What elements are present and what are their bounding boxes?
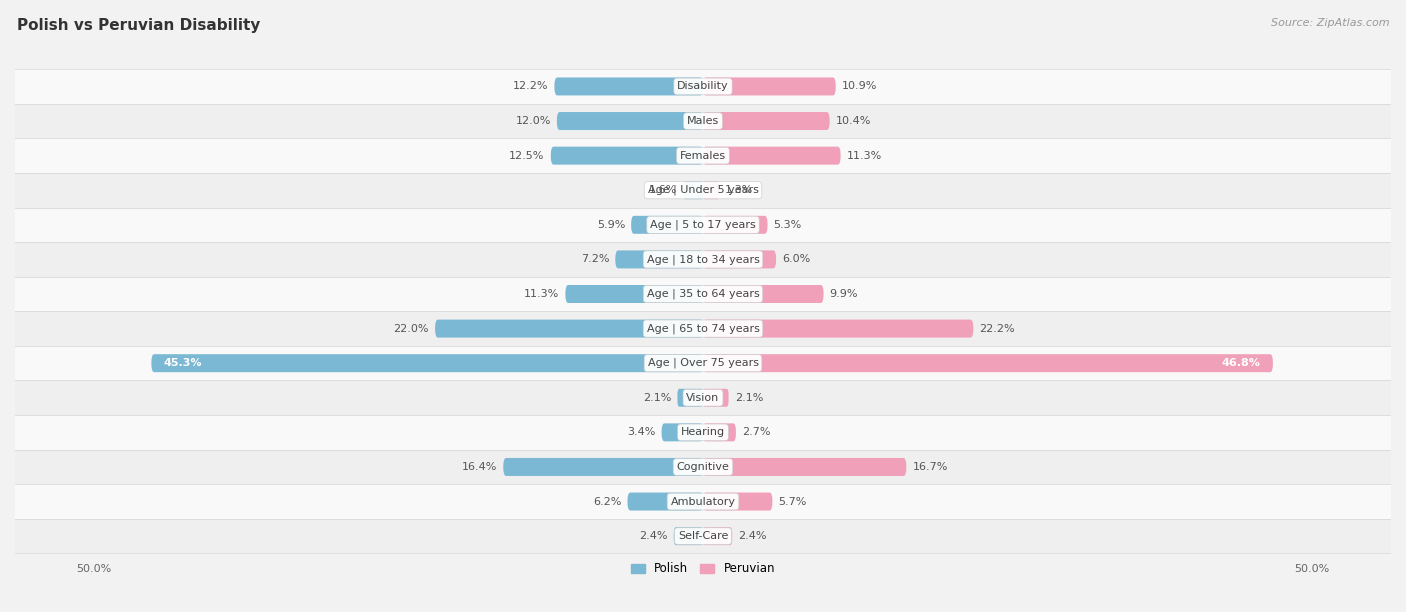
Text: Hearing: Hearing bbox=[681, 427, 725, 438]
Text: 16.7%: 16.7% bbox=[912, 462, 948, 472]
Text: 7.2%: 7.2% bbox=[581, 255, 609, 264]
Text: 10.9%: 10.9% bbox=[842, 81, 877, 91]
FancyBboxPatch shape bbox=[3, 484, 1403, 519]
FancyBboxPatch shape bbox=[703, 319, 973, 338]
FancyBboxPatch shape bbox=[703, 354, 1272, 372]
Text: 2.7%: 2.7% bbox=[742, 427, 770, 438]
Text: 5.3%: 5.3% bbox=[773, 220, 801, 230]
Text: 2.1%: 2.1% bbox=[735, 393, 763, 403]
FancyBboxPatch shape bbox=[3, 69, 1403, 104]
FancyBboxPatch shape bbox=[3, 207, 1403, 242]
FancyBboxPatch shape bbox=[703, 527, 733, 545]
Text: 45.3%: 45.3% bbox=[163, 358, 202, 368]
FancyBboxPatch shape bbox=[565, 285, 703, 303]
FancyBboxPatch shape bbox=[3, 242, 1403, 277]
Text: 9.9%: 9.9% bbox=[830, 289, 858, 299]
Text: 5.7%: 5.7% bbox=[779, 496, 807, 507]
FancyBboxPatch shape bbox=[3, 415, 1403, 450]
FancyBboxPatch shape bbox=[703, 216, 768, 234]
FancyBboxPatch shape bbox=[683, 181, 703, 200]
FancyBboxPatch shape bbox=[703, 458, 907, 476]
Text: 12.5%: 12.5% bbox=[509, 151, 544, 160]
Text: Source: ZipAtlas.com: Source: ZipAtlas.com bbox=[1271, 18, 1389, 28]
Text: Age | 18 to 34 years: Age | 18 to 34 years bbox=[647, 254, 759, 264]
Text: 1.3%: 1.3% bbox=[725, 185, 754, 195]
FancyBboxPatch shape bbox=[631, 216, 703, 234]
FancyBboxPatch shape bbox=[434, 319, 703, 338]
Text: 2.1%: 2.1% bbox=[643, 393, 671, 403]
Text: Cognitive: Cognitive bbox=[676, 462, 730, 472]
FancyBboxPatch shape bbox=[703, 112, 830, 130]
FancyBboxPatch shape bbox=[703, 250, 776, 269]
FancyBboxPatch shape bbox=[703, 424, 735, 441]
Text: 22.0%: 22.0% bbox=[394, 324, 429, 334]
Text: Age | Over 75 years: Age | Over 75 years bbox=[648, 358, 758, 368]
FancyBboxPatch shape bbox=[3, 381, 1403, 415]
FancyBboxPatch shape bbox=[662, 424, 703, 441]
Text: 22.2%: 22.2% bbox=[980, 324, 1015, 334]
Text: 12.0%: 12.0% bbox=[516, 116, 551, 126]
Text: Males: Males bbox=[688, 116, 718, 126]
FancyBboxPatch shape bbox=[703, 78, 835, 95]
FancyBboxPatch shape bbox=[678, 389, 703, 407]
FancyBboxPatch shape bbox=[551, 147, 703, 165]
Text: 12.2%: 12.2% bbox=[513, 81, 548, 91]
FancyBboxPatch shape bbox=[152, 354, 703, 372]
Text: Age | 35 to 64 years: Age | 35 to 64 years bbox=[647, 289, 759, 299]
Text: 2.4%: 2.4% bbox=[640, 531, 668, 541]
Text: 1.6%: 1.6% bbox=[650, 185, 678, 195]
Text: 2.4%: 2.4% bbox=[738, 531, 766, 541]
Text: Disability: Disability bbox=[678, 81, 728, 91]
FancyBboxPatch shape bbox=[627, 493, 703, 510]
FancyBboxPatch shape bbox=[554, 78, 703, 95]
FancyBboxPatch shape bbox=[557, 112, 703, 130]
Text: 11.3%: 11.3% bbox=[524, 289, 560, 299]
FancyBboxPatch shape bbox=[673, 527, 703, 545]
FancyBboxPatch shape bbox=[3, 519, 1403, 553]
FancyBboxPatch shape bbox=[3, 312, 1403, 346]
Text: 3.4%: 3.4% bbox=[627, 427, 655, 438]
Text: Ambulatory: Ambulatory bbox=[671, 496, 735, 507]
Text: Females: Females bbox=[681, 151, 725, 160]
FancyBboxPatch shape bbox=[3, 138, 1403, 173]
FancyBboxPatch shape bbox=[616, 250, 703, 269]
Text: 46.8%: 46.8% bbox=[1222, 358, 1261, 368]
Legend: Polish, Peruvian: Polish, Peruvian bbox=[626, 558, 780, 580]
FancyBboxPatch shape bbox=[503, 458, 703, 476]
Text: 5.9%: 5.9% bbox=[596, 220, 626, 230]
Text: Age | 5 to 17 years: Age | 5 to 17 years bbox=[650, 220, 756, 230]
FancyBboxPatch shape bbox=[703, 493, 772, 510]
Text: 6.0%: 6.0% bbox=[782, 255, 810, 264]
FancyBboxPatch shape bbox=[3, 277, 1403, 312]
Text: Age | 65 to 74 years: Age | 65 to 74 years bbox=[647, 323, 759, 334]
Text: 11.3%: 11.3% bbox=[846, 151, 882, 160]
FancyBboxPatch shape bbox=[3, 104, 1403, 138]
FancyBboxPatch shape bbox=[703, 389, 728, 407]
FancyBboxPatch shape bbox=[703, 181, 718, 200]
Text: 16.4%: 16.4% bbox=[461, 462, 498, 472]
FancyBboxPatch shape bbox=[703, 285, 824, 303]
Text: Self-Care: Self-Care bbox=[678, 531, 728, 541]
Text: 6.2%: 6.2% bbox=[593, 496, 621, 507]
FancyBboxPatch shape bbox=[3, 450, 1403, 484]
Text: Polish vs Peruvian Disability: Polish vs Peruvian Disability bbox=[17, 18, 260, 34]
Text: 10.4%: 10.4% bbox=[835, 116, 872, 126]
Text: Vision: Vision bbox=[686, 393, 720, 403]
FancyBboxPatch shape bbox=[3, 173, 1403, 207]
FancyBboxPatch shape bbox=[703, 147, 841, 165]
FancyBboxPatch shape bbox=[3, 346, 1403, 381]
Text: Age | Under 5 years: Age | Under 5 years bbox=[648, 185, 758, 195]
